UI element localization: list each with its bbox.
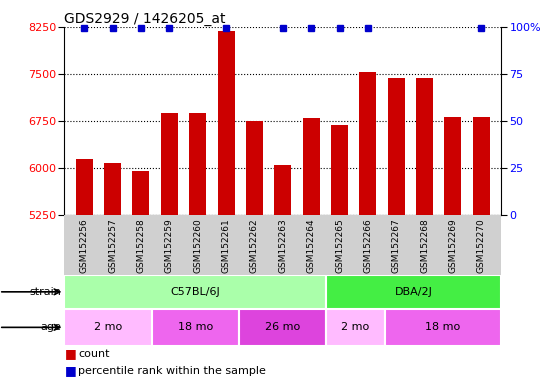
Bar [64, 309, 152, 346]
Text: GSM152267: GSM152267 [392, 218, 401, 273]
Bar [385, 309, 501, 346]
Text: 2 mo: 2 mo [94, 322, 122, 333]
Text: GSM152263: GSM152263 [278, 218, 287, 273]
Text: GSM152269: GSM152269 [449, 218, 458, 273]
Bar [64, 275, 326, 309]
Bar [76, 159, 93, 384]
Text: 18 mo: 18 mo [426, 322, 460, 333]
Bar [302, 118, 320, 384]
Text: GSM152268: GSM152268 [420, 218, 429, 273]
Text: 26 mo: 26 mo [265, 322, 300, 333]
Bar [246, 121, 263, 384]
Bar [239, 309, 326, 346]
Text: ■: ■ [64, 347, 76, 360]
Text: percentile rank within the sample: percentile rank within the sample [78, 366, 266, 376]
Bar [331, 125, 348, 384]
Bar [189, 113, 206, 384]
Text: GSM152259: GSM152259 [165, 218, 174, 273]
Text: DBA/2J: DBA/2J [395, 287, 433, 297]
Bar [133, 170, 150, 384]
Text: GSM152258: GSM152258 [137, 218, 146, 273]
Bar [218, 31, 235, 384]
Bar [326, 309, 385, 346]
Text: GSM152256: GSM152256 [80, 218, 88, 273]
Text: GSM152257: GSM152257 [108, 218, 117, 273]
Text: C57BL/6J: C57BL/6J [171, 287, 220, 297]
Bar [161, 113, 178, 384]
Bar [445, 117, 461, 384]
Text: GSM152266: GSM152266 [363, 218, 372, 273]
Text: strain: strain [30, 287, 62, 297]
Text: GSM152261: GSM152261 [222, 218, 231, 273]
Text: GDS2929 / 1426205_at: GDS2929 / 1426205_at [64, 12, 226, 26]
Bar [360, 72, 376, 384]
Text: GSM152270: GSM152270 [477, 218, 486, 273]
Bar [416, 78, 433, 384]
Bar [473, 117, 490, 384]
Text: count: count [78, 349, 110, 359]
Bar [274, 165, 291, 384]
Text: 2 mo: 2 mo [342, 322, 370, 333]
Text: ■: ■ [64, 364, 76, 377]
Bar [104, 163, 121, 384]
Text: 18 mo: 18 mo [178, 322, 213, 333]
Bar [326, 275, 501, 309]
Text: GSM152264: GSM152264 [307, 218, 316, 273]
Text: GSM152262: GSM152262 [250, 218, 259, 273]
Text: GSM152260: GSM152260 [193, 218, 202, 273]
Text: GSM152265: GSM152265 [335, 218, 344, 273]
Bar [388, 78, 405, 384]
Text: age: age [41, 322, 62, 333]
Bar [152, 309, 239, 346]
